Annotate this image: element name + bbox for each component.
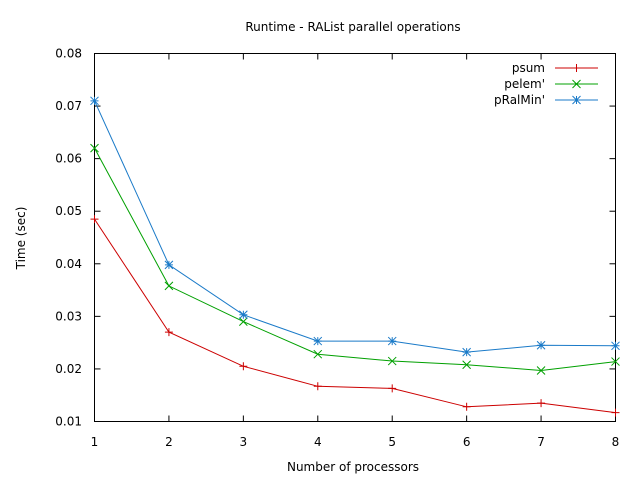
x-tick-label: 1 [91,435,99,449]
x-tick-label: 3 [240,435,248,449]
data-point [611,408,620,417]
series-1 [90,143,620,375]
data-point [313,349,323,359]
data-point [388,384,397,393]
data-point [313,382,322,391]
y-tick-label: 0.08 [55,47,82,61]
plot-frame [94,53,616,422]
data-point [164,281,174,291]
data-point [90,143,99,153]
data-point [611,341,620,351]
data-point [90,96,99,106]
y-tick-label: 0.01 [55,415,82,429]
x-tick-label: 8 [612,435,620,449]
data-point [387,356,397,366]
legend-label: psum [512,61,545,75]
data-point [239,317,248,326]
x-tick-label: 5 [388,435,396,449]
data-point [462,360,471,370]
x-tick-label: 7 [537,435,545,449]
data-point [239,310,248,320]
legend-label: pRalMin' [494,93,545,107]
data-point [611,357,620,366]
legend-label: pelem' [504,77,545,91]
data-point [536,340,546,350]
series-line [94,147,616,372]
x-tick-label: 6 [463,435,471,449]
series-2 [90,96,620,357]
data-point [313,336,323,346]
y-tick-label: 0.02 [55,362,82,376]
x-tick-label: 4 [314,435,322,449]
data-point [462,402,471,411]
legend-marker [572,95,581,105]
legend-marker [572,64,581,72]
data-point [164,328,173,337]
series-group [90,96,620,417]
x-tick-label: 2 [165,435,173,449]
data-point [536,366,546,375]
legend: psum pelem' pRalMin' [494,61,598,107]
y-tick-label: 0.06 [55,152,82,166]
tick-labels: 1 2 3 4 5 6 7 8 0.01 0.02 0.03 0.04 0.05 0.06 0.07 0.08 [55,47,619,450]
y-tick-label: 0.07 [55,99,82,113]
series-line [94,218,616,414]
y-axis-label: Time (sec) [14,207,28,271]
chart-title: Runtime - RAList parallel operations [245,20,460,34]
series-0 [90,215,620,417]
x-axis-label: Number of processors [287,460,419,474]
legend-marker [572,79,581,89]
series-line [94,100,616,353]
data-point [164,260,174,270]
y-tick-label: 0.05 [55,204,82,218]
axis-ticks [94,53,616,422]
y-tick-label: 0.03 [55,309,82,323]
data-point [239,362,248,371]
data-point [387,336,397,346]
data-point [90,215,99,224]
data-point [537,399,546,408]
y-tick-label: 0.04 [55,257,82,271]
data-point [462,347,471,357]
